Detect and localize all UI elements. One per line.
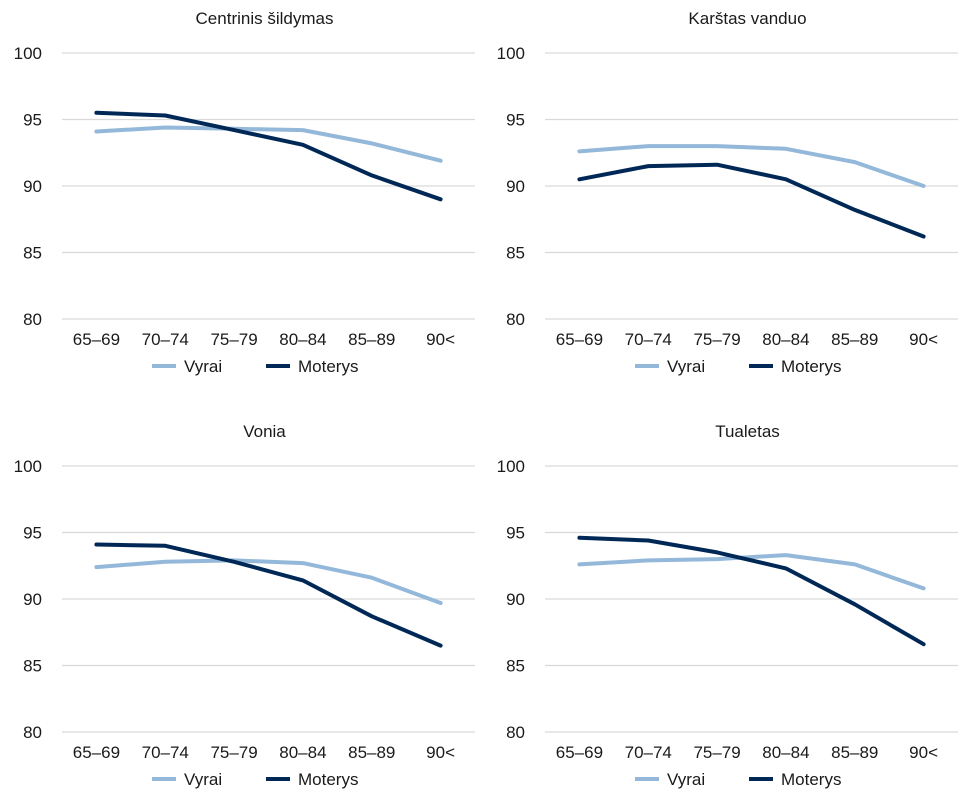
y-tick-label: 95 bbox=[506, 524, 525, 543]
x-tick-label: 85–89 bbox=[348, 330, 395, 349]
y-tick-label: 90 bbox=[23, 177, 42, 196]
panel-centrinis-sildymas: Centrinis šildymas 80 85 90 95 100 65–69 70–74 7… bbox=[0, 0, 483, 397]
y-tick-label: 95 bbox=[23, 524, 42, 543]
series-line-moterys bbox=[96, 545, 440, 646]
line-chart: Karštas vanduo 80 85 90 95 100 65–69 70–74 75–79… bbox=[483, 0, 966, 397]
x-tick-label: 80–84 bbox=[762, 743, 809, 762]
panel-karstas-vanduo: Karštas vanduo 80 85 90 95 100 65–69 70–74 75–79… bbox=[483, 0, 966, 397]
chart-title: Vonia bbox=[243, 422, 286, 441]
y-tick-label: 100 bbox=[497, 457, 525, 476]
line-chart: Vonia 80 85 90 95 100 65–69 70–74 75–79 80–84 85–8… bbox=[0, 413, 483, 810]
chart-title: Centrinis šildymas bbox=[196, 9, 334, 28]
x-tick-label: 70–74 bbox=[142, 330, 189, 349]
x-tick-label: 65–69 bbox=[556, 330, 603, 349]
x-tick-label: 70–74 bbox=[625, 743, 672, 762]
x-tick-label: 75–79 bbox=[693, 330, 740, 349]
x-tick-label: 90< bbox=[909, 330, 938, 349]
x-tick-label: 70–74 bbox=[142, 743, 189, 762]
legend-label: Moterys bbox=[781, 357, 841, 376]
y-tick-label: 95 bbox=[506, 111, 525, 130]
y-tick-label: 80 bbox=[23, 723, 42, 742]
y-tick-label: 80 bbox=[506, 723, 525, 742]
y-tick-label: 90 bbox=[506, 177, 525, 196]
y-tick-label: 100 bbox=[14, 44, 42, 63]
panel-vonia: Vonia 80 85 90 95 100 65–69 70–74 75–79 80–84 85–8… bbox=[0, 413, 483, 810]
x-tick-label: 85–89 bbox=[831, 330, 878, 349]
legend-label: Vyrai bbox=[667, 357, 705, 376]
line-chart: Centrinis šildymas 80 85 90 95 100 65–69 70–74 7… bbox=[0, 0, 483, 397]
series-line-moterys bbox=[579, 538, 923, 644]
x-tick-label: 90< bbox=[426, 743, 455, 762]
x-tick-label: 75–79 bbox=[693, 743, 740, 762]
chart-title: Karštas vanduo bbox=[688, 9, 806, 28]
y-tick-label: 85 bbox=[23, 657, 42, 676]
x-tick-label: 80–84 bbox=[762, 330, 809, 349]
y-tick-label: 95 bbox=[23, 111, 42, 130]
y-tick-label: 80 bbox=[506, 310, 525, 329]
chart-title: Tualetas bbox=[715, 422, 780, 441]
x-tick-label: 80–84 bbox=[279, 743, 326, 762]
y-tick-label: 90 bbox=[23, 590, 42, 609]
x-tick-label: 80–84 bbox=[279, 330, 326, 349]
series-line-moterys bbox=[579, 165, 923, 237]
panel-tualetas: Tualetas 80 85 90 95 100 65–69 70–74 75–79 80–84 8… bbox=[483, 413, 966, 810]
x-tick-label: 75–79 bbox=[210, 330, 257, 349]
y-tick-label: 100 bbox=[14, 457, 42, 476]
y-tick-label: 80 bbox=[23, 310, 42, 329]
x-tick-label: 75–79 bbox=[210, 743, 257, 762]
series-line-vyrai bbox=[96, 560, 440, 603]
x-tick-label: 70–74 bbox=[625, 330, 672, 349]
x-tick-label: 85–89 bbox=[831, 743, 878, 762]
x-tick-label: 65–69 bbox=[73, 743, 120, 762]
y-tick-label: 85 bbox=[506, 657, 525, 676]
y-tick-label: 90 bbox=[506, 590, 525, 609]
x-tick-label: 90< bbox=[909, 743, 938, 762]
y-tick-label: 85 bbox=[506, 244, 525, 263]
legend-label: Moterys bbox=[298, 770, 358, 789]
legend-label: Vyrai bbox=[184, 357, 222, 376]
x-tick-label: 90< bbox=[426, 330, 455, 349]
legend-label: Moterys bbox=[781, 770, 841, 789]
legend-label: Vyrai bbox=[184, 770, 222, 789]
series-line-vyrai bbox=[579, 146, 923, 186]
series-line-vyrai bbox=[96, 128, 440, 161]
y-tick-label: 85 bbox=[23, 244, 42, 263]
line-chart: Tualetas 80 85 90 95 100 65–69 70–74 75–79 80–84 8… bbox=[483, 413, 966, 810]
x-tick-label: 85–89 bbox=[348, 743, 395, 762]
x-tick-label: 65–69 bbox=[73, 330, 120, 349]
y-tick-label: 100 bbox=[497, 44, 525, 63]
legend-label: Moterys bbox=[298, 357, 358, 376]
x-tick-label: 65–69 bbox=[556, 743, 603, 762]
legend-label: Vyrai bbox=[667, 770, 705, 789]
